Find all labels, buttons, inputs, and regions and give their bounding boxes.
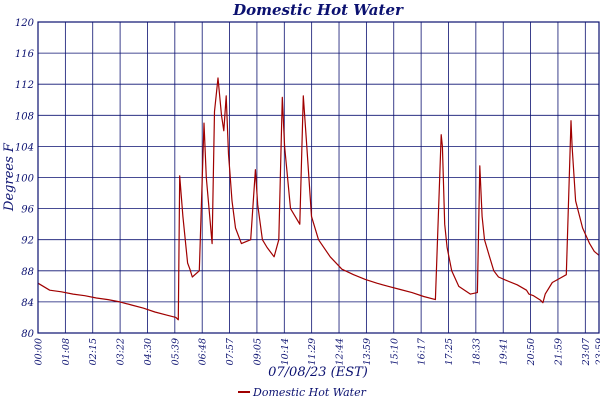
grid	[37, 21, 599, 334]
x-tick-label: 05:39	[170, 338, 181, 365]
series-layer	[37, 77, 600, 321]
y-tick-label: 88	[21, 267, 34, 278]
x-tick-label: 09:05	[252, 338, 263, 365]
y-tick-label: 112	[15, 80, 34, 91]
x-tick-label: 15:10	[389, 338, 400, 365]
y-tick-label: 96	[21, 205, 34, 216]
x-tick-label: 01:08	[61, 338, 72, 365]
x-tick-label: 00:00	[34, 338, 45, 365]
y-tick-label: 92	[21, 236, 34, 247]
x-tick-label: 07:57	[225, 337, 236, 365]
x-tick-label: 19:41	[499, 338, 510, 365]
series-line-domestic-hot-water	[37, 77, 600, 321]
y-axis-label: Degrees F	[2, 142, 17, 212]
legend: Domestic Hot Water	[238, 386, 367, 399]
y-tick-labels: 80 84 88 92 96 100 104 108 112 116 120	[15, 18, 35, 340]
x-axis-label: 07/08/23 (EST)	[268, 365, 368, 380]
y-tick-label: 120	[15, 18, 35, 29]
x-tick-label: 02:15	[88, 338, 99, 365]
x-tick-label: 20:50	[526, 338, 537, 366]
x-tick-label: 17:25	[444, 338, 455, 365]
x-tick-label: 06:48	[198, 338, 209, 365]
y-tick-label: 80	[21, 329, 34, 340]
x-tick-label: 13:59	[362, 338, 373, 365]
y-tick-label: 104	[15, 142, 34, 153]
x-tick-labels: 00:00 01:08 02:15 03:22 04:30 05:39 06:48 07:57…	[34, 337, 600, 366]
x-tick-label: 18:33	[471, 338, 482, 365]
plot-frame	[37, 21, 600, 334]
x-tick-label: 10:14	[280, 338, 291, 365]
y-tick-label: 108	[15, 111, 34, 122]
x-tick-label: 12:44	[335, 338, 346, 365]
x-tick-label: 11:29	[307, 338, 318, 365]
x-tick-label: 03:22	[116, 338, 127, 365]
y-tick-label: 116	[15, 49, 35, 60]
x-tick-label: 23:07	[581, 337, 592, 366]
x-tick-label: 21:59	[553, 338, 564, 366]
y-tick-label: 84	[21, 298, 34, 309]
chart-title: Domestic Hot Water	[232, 1, 404, 19]
x-tick-label: 04:30	[143, 338, 154, 365]
legend-label: Domestic Hot Water	[252, 386, 367, 399]
x-tick-label: 16:17	[417, 337, 428, 365]
y-tick-label: 100	[15, 174, 35, 185]
x-tick-label: 23:59	[595, 338, 600, 366]
